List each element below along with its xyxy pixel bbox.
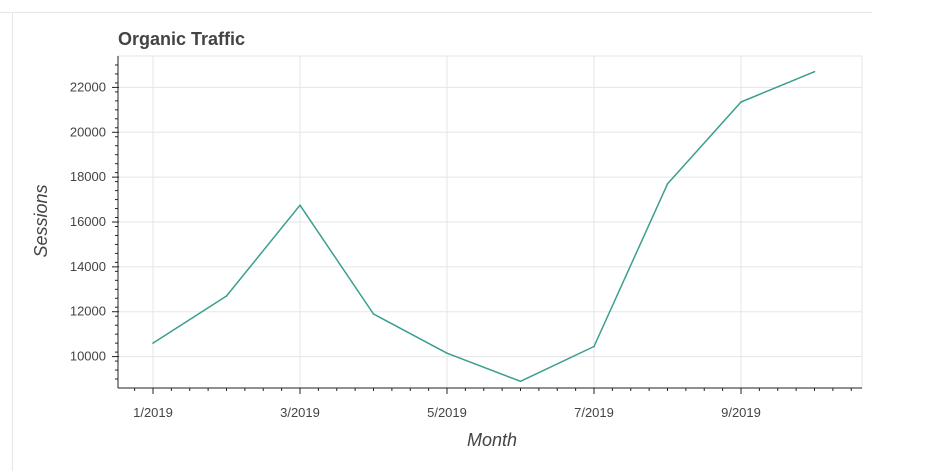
- data-point: [446, 352, 448, 355]
- x-tick-label: 9/2019: [721, 405, 761, 420]
- y-tick-label: 20000: [70, 124, 106, 139]
- y-axis-title: Sessions: [31, 184, 51, 257]
- data-point: [813, 70, 816, 73]
- x-tick-label: 7/2019: [574, 405, 614, 420]
- data-point: [666, 183, 669, 185]
- x-axis-title: Month: [467, 430, 517, 450]
- data-point: [225, 295, 228, 297]
- data-point: [299, 204, 301, 206]
- frame-top-border: [0, 12, 872, 13]
- y-tick-label: 16000: [70, 214, 106, 229]
- data-point: [519, 380, 522, 383]
- chart-title: Organic Traffic: [118, 29, 245, 49]
- grid-lines: [117, 55, 863, 389]
- series-line: [152, 71, 815, 383]
- data-point: [152, 342, 154, 344]
- axes: [112, 56, 862, 394]
- y-tick-labels: 10000 12000 14000 16000 18000 20000 22000: [70, 79, 106, 363]
- y-tick-label: 18000: [70, 169, 106, 184]
- y-tick-label: 14000: [70, 259, 106, 274]
- frame-left-border: [12, 12, 13, 471]
- y-tick-label: 22000: [70, 79, 106, 94]
- x-tick-label: 1/2019: [133, 405, 173, 420]
- series-layer: [152, 70, 816, 383]
- x-tick-label: 3/2019: [280, 405, 320, 420]
- y-tick-label: 10000: [70, 349, 106, 364]
- data-point: [593, 345, 595, 348]
- x-tick-label: 5/2019: [427, 405, 467, 420]
- data-point: [372, 313, 375, 315]
- data-point: [740, 101, 742, 103]
- x-tick-labels: 1/2019 3/2019 5/2019 7/2019 9/2019: [133, 405, 761, 420]
- y-tick-label: 12000: [70, 304, 106, 319]
